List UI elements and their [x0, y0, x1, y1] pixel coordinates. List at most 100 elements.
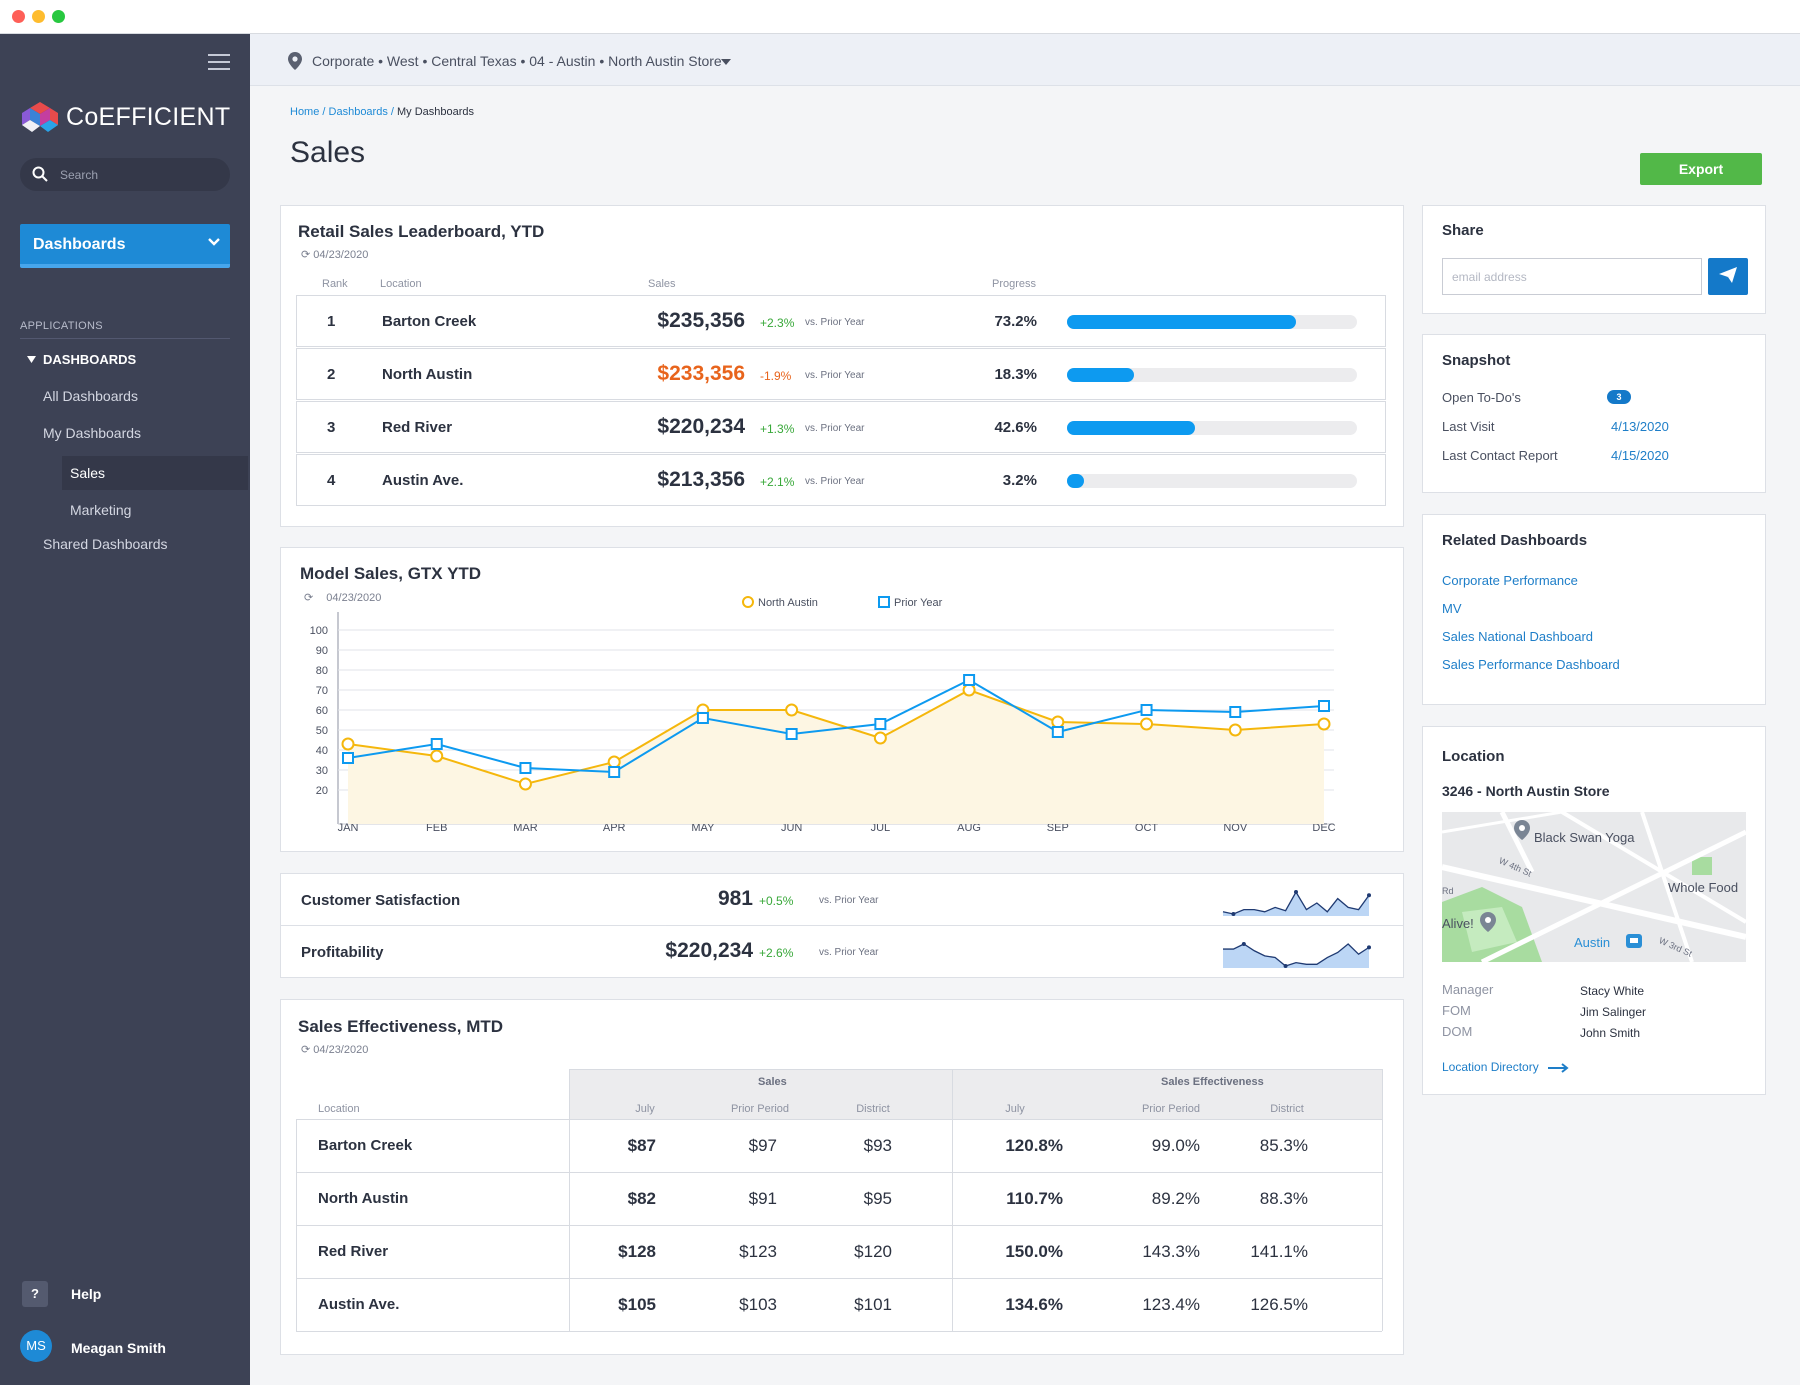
rank: 2 [327, 366, 336, 383]
store-name: 3246 - North Austin Store [1442, 783, 1610, 799]
x-tick-label: MAR [513, 822, 538, 834]
column-header-progress: Progress [992, 278, 1037, 290]
breadcrumb: Home / Dashboards / My Dashboards [290, 106, 474, 118]
last-contact-link[interactable]: 4/15/2020 [1611, 448, 1669, 463]
store-map[interactable]: Black Swan Yoga W 4th St Whole Food Rd A… [1442, 812, 1746, 962]
related-link-corporate-performance[interactable]: Corporate Performance [1442, 573, 1578, 588]
leaderboard-refresh[interactable]: ⟳ 04/23/2020 [301, 248, 368, 261]
sidebar-item-sales[interactable]: Sales [70, 465, 106, 481]
share-title: Share [1442, 222, 1484, 239]
table-cell: 89.2% [1151, 1189, 1200, 1208]
y-tick-label: 50 [316, 725, 328, 737]
table-cell: $97 [748, 1136, 777, 1155]
leaderboard-row[interactable]: 4 Austin Ave. $213,356 +2.1% vs. Prior Year 3… [296, 454, 1386, 506]
sparkline-area [1223, 892, 1369, 916]
manager-value: Stacy White [1580, 984, 1645, 998]
sidebar-item-all-dashboards[interactable]: All Dashboards [43, 388, 138, 404]
breadcrumb-home[interactable]: Home [290, 106, 320, 118]
location-pin-icon [288, 52, 302, 70]
column-header: Prior Period [1141, 1103, 1201, 1115]
sales-change: -1.9% [760, 369, 792, 383]
progress-bar [1067, 474, 1357, 488]
close-window-button[interactable] [12, 10, 25, 23]
progress-bar-fill [1067, 368, 1134, 382]
table-rule [296, 1119, 1382, 1120]
related-link-sales-national[interactable]: Sales National Dashboard [1442, 629, 1594, 644]
sales-value: $233,356 [657, 362, 745, 385]
refresh-date: 04/23/2020 [326, 592, 382, 604]
send-button[interactable] [1708, 258, 1748, 295]
leaderboard-row[interactable]: 3 Red River $220,234 +1.3% vs. Prior Year 42.… [296, 401, 1386, 453]
menu-icon[interactable] [208, 54, 230, 70]
last-visit-link[interactable]: 4/13/2020 [1611, 419, 1669, 434]
sidebar-item-shared-dashboards[interactable]: Shared Dashboards [43, 536, 168, 552]
sidebar-search[interactable]: Search [20, 158, 230, 191]
table-cell: $105 [618, 1295, 656, 1314]
location-directory-link[interactable]: Location Directory [1442, 1060, 1570, 1074]
dom-value: John Smith [1580, 1026, 1641, 1040]
kpi-value: $220,234 [665, 939, 753, 962]
x-tick-label: APR [603, 822, 626, 834]
sparkline [1222, 890, 1371, 916]
refresh-date: 04/23/2020 [313, 1044, 369, 1056]
map-label-poi: Black Swan Yoga [1534, 830, 1635, 845]
sparkline-point [1367, 945, 1371, 950]
divider [20, 338, 230, 339]
data-point [785, 728, 798, 740]
table-cell: 99.0% [1151, 1136, 1200, 1155]
table-rule [296, 1225, 1382, 1226]
table-rule [296, 1331, 1382, 1332]
data-point [342, 752, 354, 764]
last-visit-label: Last Visit [1442, 419, 1495, 434]
sidebar-item-sales-active[interactable] [62, 456, 248, 490]
sparkline-area [1223, 944, 1369, 968]
help-link[interactable]: Help [71, 1286, 102, 1302]
group-header-effectiveness: Sales Effectiveness [1161, 1076, 1264, 1088]
open-todos-badge[interactable]: 3 [1607, 390, 1631, 404]
table-cell: 141.1% [1250, 1242, 1308, 1261]
kpi-row[interactable]: Customer Satisfaction 981 +0.5% vs. Prior Y… [280, 873, 1404, 926]
leaderboard-row[interactable]: 1 Barton Creek $235,356 +2.3% vs. Prior Year… [296, 295, 1386, 347]
location-dropdown-caret-icon[interactable] [721, 59, 731, 65]
breadcrumb-dashboards[interactable]: Dashboards [328, 106, 388, 118]
avatar[interactable]: MS [20, 1330, 52, 1362]
x-tick-label: JUN [781, 822, 802, 834]
email-field[interactable] [1442, 258, 1702, 295]
open-todos-label: Open To-Do's [1442, 390, 1521, 405]
export-button[interactable]: Export [1640, 153, 1762, 185]
effectiveness-refresh[interactable]: ⟳ 04/23/2020 [301, 1043, 368, 1056]
caret-down-icon [27, 356, 36, 363]
kpi-row[interactable]: Profitability $220,234 +2.6% vs. Prior Year [280, 925, 1404, 978]
sales-value: $220,234 [657, 415, 745, 438]
sparkline [1223, 942, 1371, 968]
user-name[interactable]: Meagan Smith [71, 1340, 166, 1356]
rank: 3 [327, 419, 336, 436]
sidebar-item-my-dashboards[interactable]: My Dashboards [43, 425, 142, 441]
x-tick-label: JAN [338, 822, 359, 834]
help-icon[interactable]: ? [22, 1281, 48, 1307]
maximize-window-button[interactable] [52, 10, 65, 23]
table-cell: $82 [627, 1189, 656, 1208]
map-label-poi: Alive! [1442, 916, 1474, 931]
chart-title: Model Sales, GTX YTD [300, 564, 482, 583]
sales-change: +1.3% [760, 422, 795, 436]
leaderboard-row[interactable]: 2 North Austin $233,356 -1.9% vs. Prior Year… [296, 348, 1386, 400]
column-header: District [1270, 1103, 1304, 1115]
rank: 4 [327, 472, 336, 489]
minimize-window-button[interactable] [32, 10, 45, 23]
sparkline-point [1241, 942, 1246, 946]
dom-label: DOM [1442, 1024, 1473, 1039]
location-name: Red River [382, 419, 453, 436]
table-divider [1382, 1069, 1383, 1331]
dashboards-dropdown[interactable]: Dashboards [20, 224, 230, 268]
column-header: Prior Period [730, 1103, 790, 1115]
sidebar-item-marketing[interactable]: Marketing [70, 502, 132, 518]
sidebar-group-dashboards[interactable]: DASHBOARDS [43, 352, 137, 367]
related-link-sales-performance[interactable]: Sales Performance Dashboard [1442, 657, 1620, 672]
kpi-value: 981 [717, 887, 753, 910]
search-placeholder: Search [60, 168, 99, 182]
location-selector[interactable]: Corporate • West • Central Texas • 04 - … [312, 53, 722, 69]
chart-refresh[interactable]: ⟳ 04/23/2020 [304, 591, 381, 604]
table-cell: 123.4% [1142, 1295, 1200, 1314]
related-link-mv[interactable]: MV [1442, 601, 1462, 616]
